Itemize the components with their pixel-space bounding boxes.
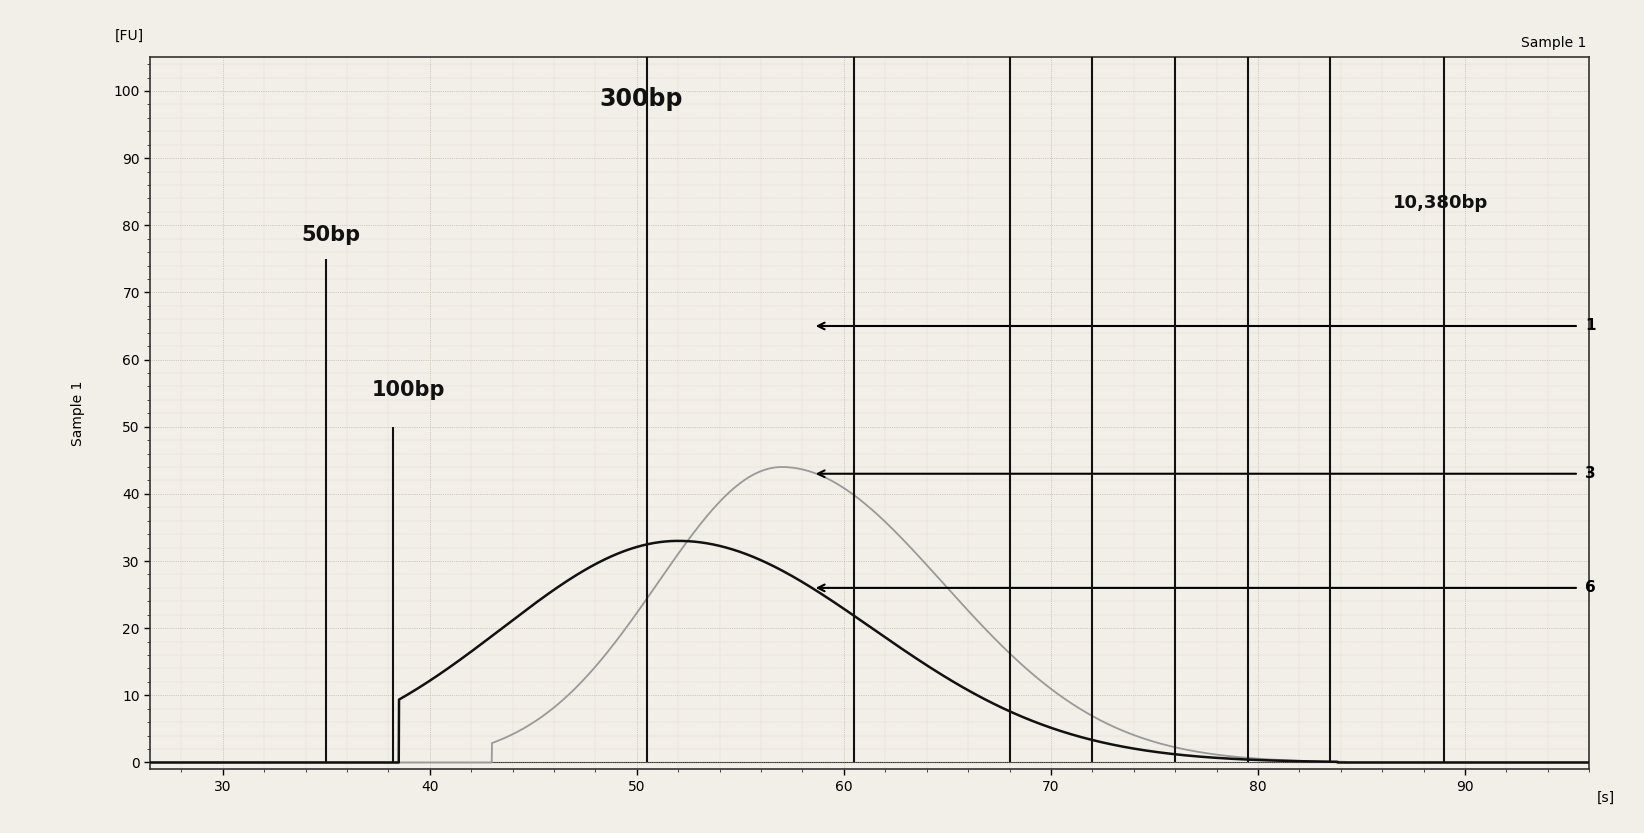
Text: [FU]: [FU] bbox=[115, 29, 143, 43]
Text: 3: 3 bbox=[1585, 466, 1596, 481]
Text: Sample 1: Sample 1 bbox=[1521, 37, 1586, 50]
Text: 10,380bp: 10,380bp bbox=[1392, 194, 1488, 212]
Text: 100bp: 100bp bbox=[372, 380, 446, 400]
Text: 1: 1 bbox=[1585, 318, 1596, 333]
Text: 50bp: 50bp bbox=[301, 226, 360, 246]
Text: 300bp: 300bp bbox=[600, 87, 684, 111]
Text: Sample 1: Sample 1 bbox=[71, 381, 85, 446]
Text: 6: 6 bbox=[1585, 581, 1596, 596]
Text: [s]: [s] bbox=[1596, 791, 1614, 805]
